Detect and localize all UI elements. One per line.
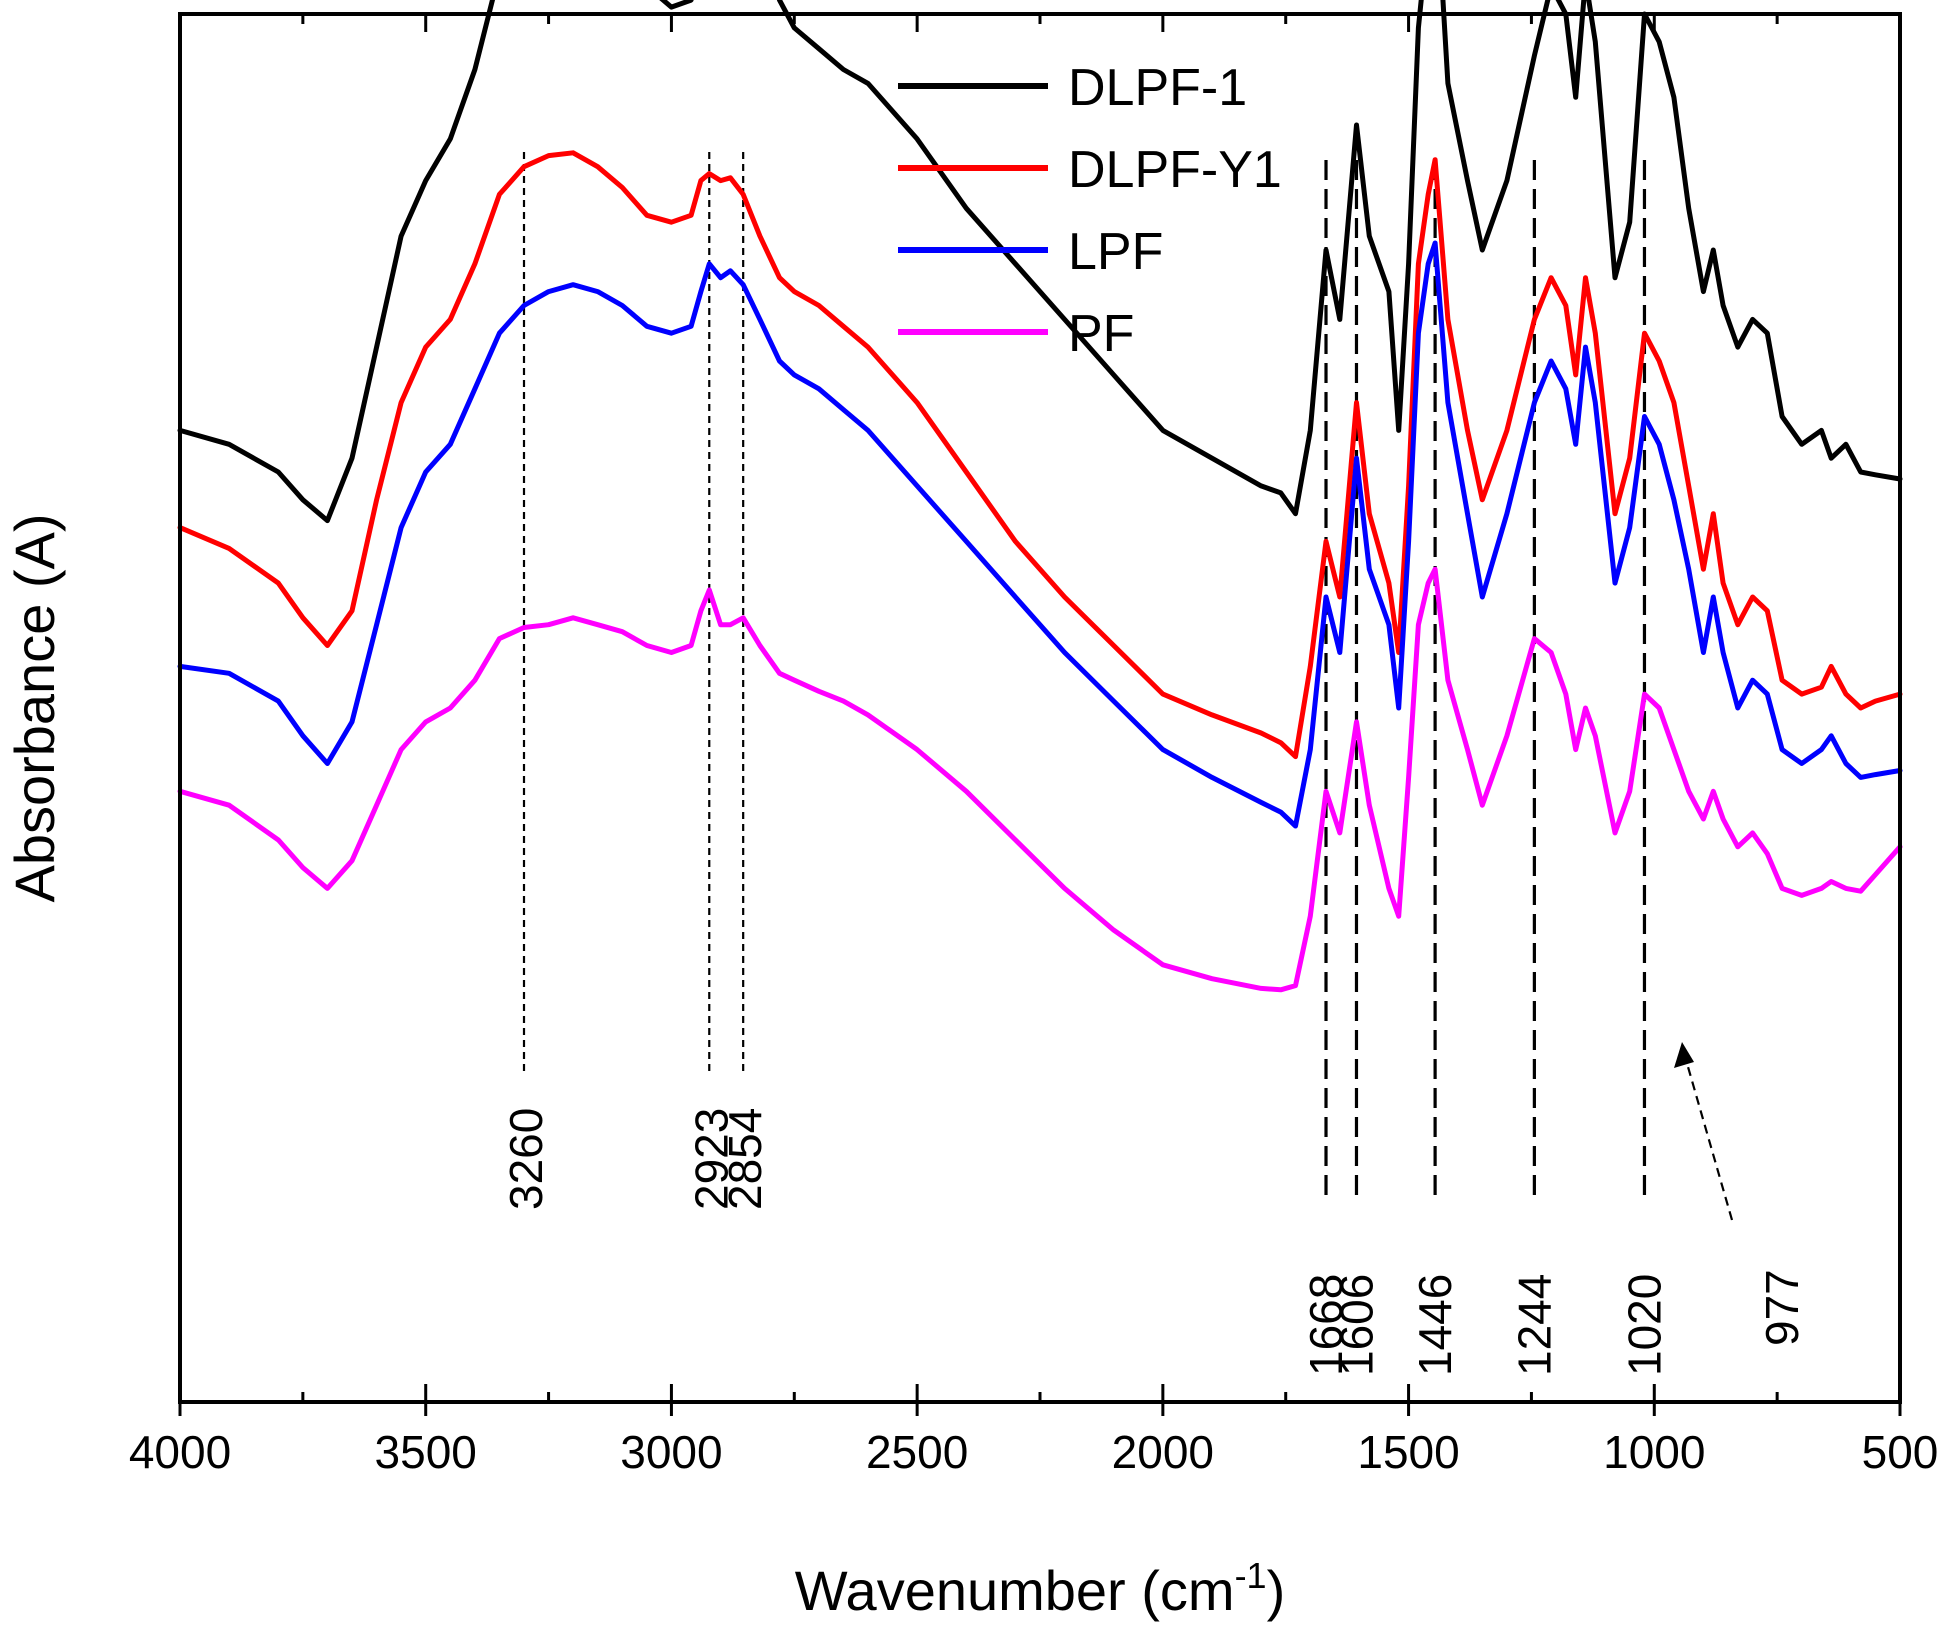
legend-label-dlpf-1: DLPF-1	[1068, 59, 1247, 117]
peak-label-1606: 1606	[1330, 1274, 1382, 1376]
x-tick-label: 4000	[129, 1426, 231, 1478]
x-axis-title: Wavenumber (cm-1)	[795, 1555, 1285, 1622]
legend: DLPF-1 DLPF-Y1 LPF PF	[898, 59, 1282, 363]
x-axis-title-suffix: )	[1267, 1559, 1286, 1622]
x-tick-label: 3500	[375, 1426, 477, 1478]
peak-label-1020: 1020	[1618, 1274, 1670, 1376]
x-axis-title-superscript: -1	[1235, 1555, 1267, 1596]
series-line-lpf	[177, 240, 1903, 829]
legend-label-pf: PF	[1068, 305, 1134, 363]
peak-annotation-lines	[522, 152, 1734, 1221]
peak-label-977: 977	[1756, 1269, 1808, 1346]
x-tick-label: 1000	[1603, 1426, 1705, 1478]
series-line-dlpf-1	[177, 0, 1903, 524]
peak-label-3260: 3260	[500, 1108, 552, 1210]
legend-label-lpf: LPF	[1068, 223, 1163, 281]
series-layer	[177, 0, 1903, 993]
legend-label-dlpf-y1: DLPF-Y1	[1068, 141, 1282, 199]
peak-label-2854: 2854	[719, 1108, 771, 1210]
x-tick-label: 3000	[620, 1426, 722, 1478]
peak-arrowhead-977	[1674, 1042, 1694, 1068]
x-tick-label: 500	[1862, 1426, 1939, 1478]
y-axis-title: Absorbance (A)	[3, 513, 66, 902]
series-line-dlpf-y1	[177, 150, 1903, 760]
x-tick-label: 2000	[1112, 1426, 1214, 1478]
series-line-pf	[177, 566, 1903, 993]
peak-label-1446: 1446	[1409, 1274, 1461, 1376]
x-axis-ticks: 4000 3500 3000 2500 2000 1500 1000 500	[129, 14, 1939, 1478]
peak-label-1244: 1244	[1508, 1274, 1560, 1376]
x-tick-label: 1500	[1357, 1426, 1459, 1478]
x-axis-title-text: Wavenumber (cm	[795, 1559, 1235, 1622]
peak-label-1668: 1668	[1300, 1274, 1352, 1376]
peak-label-2923: 2923	[685, 1108, 737, 1210]
x-tick-label: 2500	[866, 1426, 968, 1478]
peak-arrow-977	[1680, 1045, 1734, 1221]
